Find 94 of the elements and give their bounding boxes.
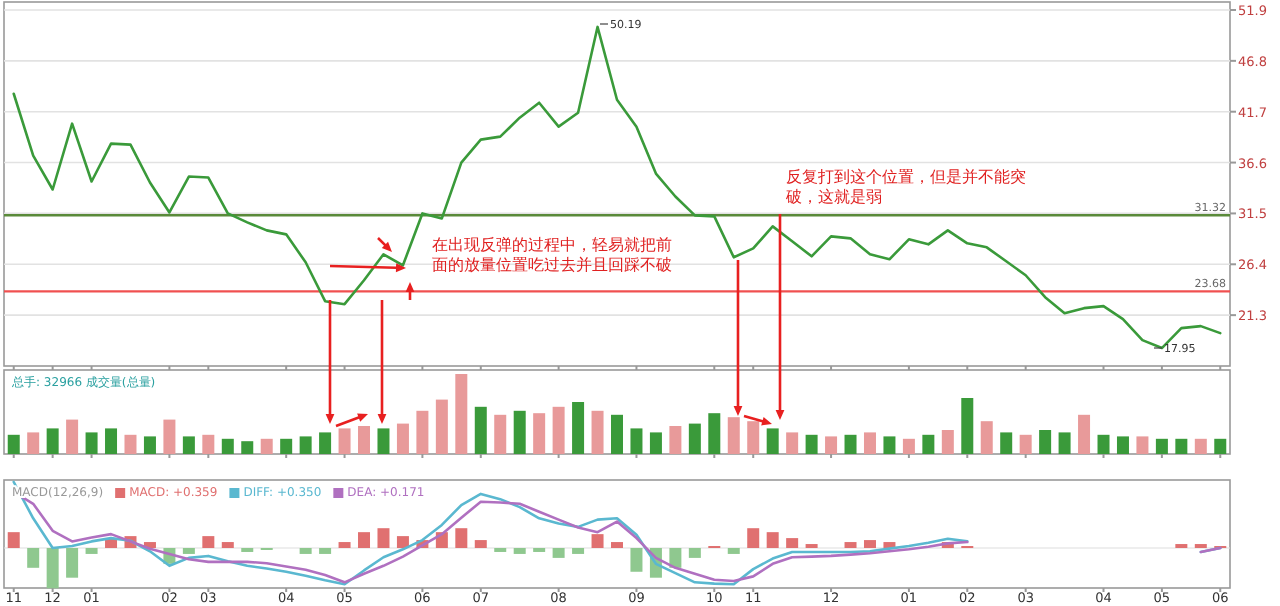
bar bbox=[766, 428, 779, 454]
bar bbox=[902, 438, 915, 454]
bar bbox=[1116, 436, 1129, 454]
bar bbox=[1194, 438, 1207, 454]
bar bbox=[513, 548, 526, 554]
annotation: 在出现反弹的过程中，轻易就把前面的放量位置吃过去并且回踩不破 bbox=[432, 236, 672, 274]
bar bbox=[27, 432, 40, 454]
bar bbox=[474, 406, 487, 454]
bar bbox=[241, 441, 254, 454]
bar bbox=[863, 432, 876, 454]
bar bbox=[825, 436, 838, 454]
bar bbox=[27, 548, 40, 568]
bar bbox=[319, 432, 332, 454]
bar bbox=[494, 414, 507, 454]
bar bbox=[786, 538, 799, 548]
bar bbox=[961, 398, 974, 454]
bar bbox=[572, 548, 585, 554]
bar bbox=[221, 542, 234, 548]
bar bbox=[455, 374, 468, 454]
bar bbox=[844, 434, 857, 454]
bar bbox=[1078, 414, 1091, 454]
bar bbox=[435, 399, 448, 454]
annotation: 反复打到这个位置，但是并不能突破，这就是弱 bbox=[784, 168, 1026, 206]
bar bbox=[1058, 432, 1071, 454]
bar bbox=[727, 417, 740, 454]
bar bbox=[163, 419, 176, 454]
bar bbox=[863, 540, 876, 548]
bar bbox=[416, 410, 429, 454]
bar bbox=[922, 434, 935, 454]
bar bbox=[7, 532, 20, 548]
bar bbox=[630, 548, 643, 572]
bar bbox=[611, 542, 623, 548]
bar bbox=[66, 419, 79, 454]
bar bbox=[455, 528, 468, 548]
bar bbox=[319, 548, 332, 554]
bar bbox=[338, 542, 351, 548]
bar bbox=[377, 428, 390, 454]
bar bbox=[786, 432, 799, 454]
bar bbox=[688, 423, 701, 454]
bar bbox=[883, 436, 896, 454]
bar bbox=[552, 406, 565, 454]
bar bbox=[727, 548, 740, 554]
bar bbox=[85, 548, 98, 554]
bar bbox=[708, 413, 721, 454]
bar bbox=[747, 528, 760, 548]
bar bbox=[766, 532, 779, 548]
bar bbox=[66, 548, 79, 578]
bar bbox=[552, 548, 565, 558]
bar bbox=[396, 423, 409, 454]
bar bbox=[85, 432, 98, 454]
bar bbox=[474, 540, 487, 548]
bar bbox=[377, 528, 390, 548]
bar bbox=[202, 434, 215, 454]
bar bbox=[1136, 436, 1149, 454]
bar bbox=[1155, 438, 1168, 454]
bar bbox=[46, 548, 59, 589]
bar bbox=[591, 410, 604, 454]
bar bbox=[221, 438, 234, 454]
bar bbox=[513, 410, 526, 454]
bar bbox=[669, 426, 682, 454]
bar bbox=[202, 536, 215, 548]
bar bbox=[299, 436, 312, 454]
bar bbox=[143, 436, 156, 454]
bar bbox=[182, 548, 195, 554]
bar bbox=[1019, 434, 1032, 454]
bar bbox=[805, 434, 818, 454]
bar bbox=[1175, 438, 1188, 454]
line-series bbox=[12, 25, 1222, 350]
bar bbox=[124, 434, 137, 454]
bar bbox=[688, 548, 701, 558]
bar bbox=[1214, 438, 1227, 454]
bar bbox=[844, 542, 857, 548]
bar bbox=[7, 434, 20, 454]
bar bbox=[299, 548, 312, 554]
bar bbox=[883, 542, 896, 548]
bar bbox=[1097, 434, 1110, 454]
bar bbox=[669, 548, 682, 568]
bar bbox=[105, 428, 118, 454]
bar bbox=[46, 428, 59, 454]
bar bbox=[591, 534, 604, 548]
bar bbox=[1039, 430, 1052, 454]
bar bbox=[358, 532, 371, 548]
bar bbox=[572, 402, 585, 454]
bar bbox=[941, 430, 954, 454]
bar bbox=[396, 536, 409, 548]
bar bbox=[280, 438, 293, 454]
bar bbox=[260, 438, 273, 454]
bar bbox=[611, 414, 623, 454]
bar bbox=[182, 436, 195, 454]
bar bbox=[1000, 432, 1013, 454]
bar bbox=[630, 428, 643, 454]
bar bbox=[649, 432, 662, 454]
bar bbox=[533, 413, 546, 454]
bar bbox=[980, 421, 993, 454]
